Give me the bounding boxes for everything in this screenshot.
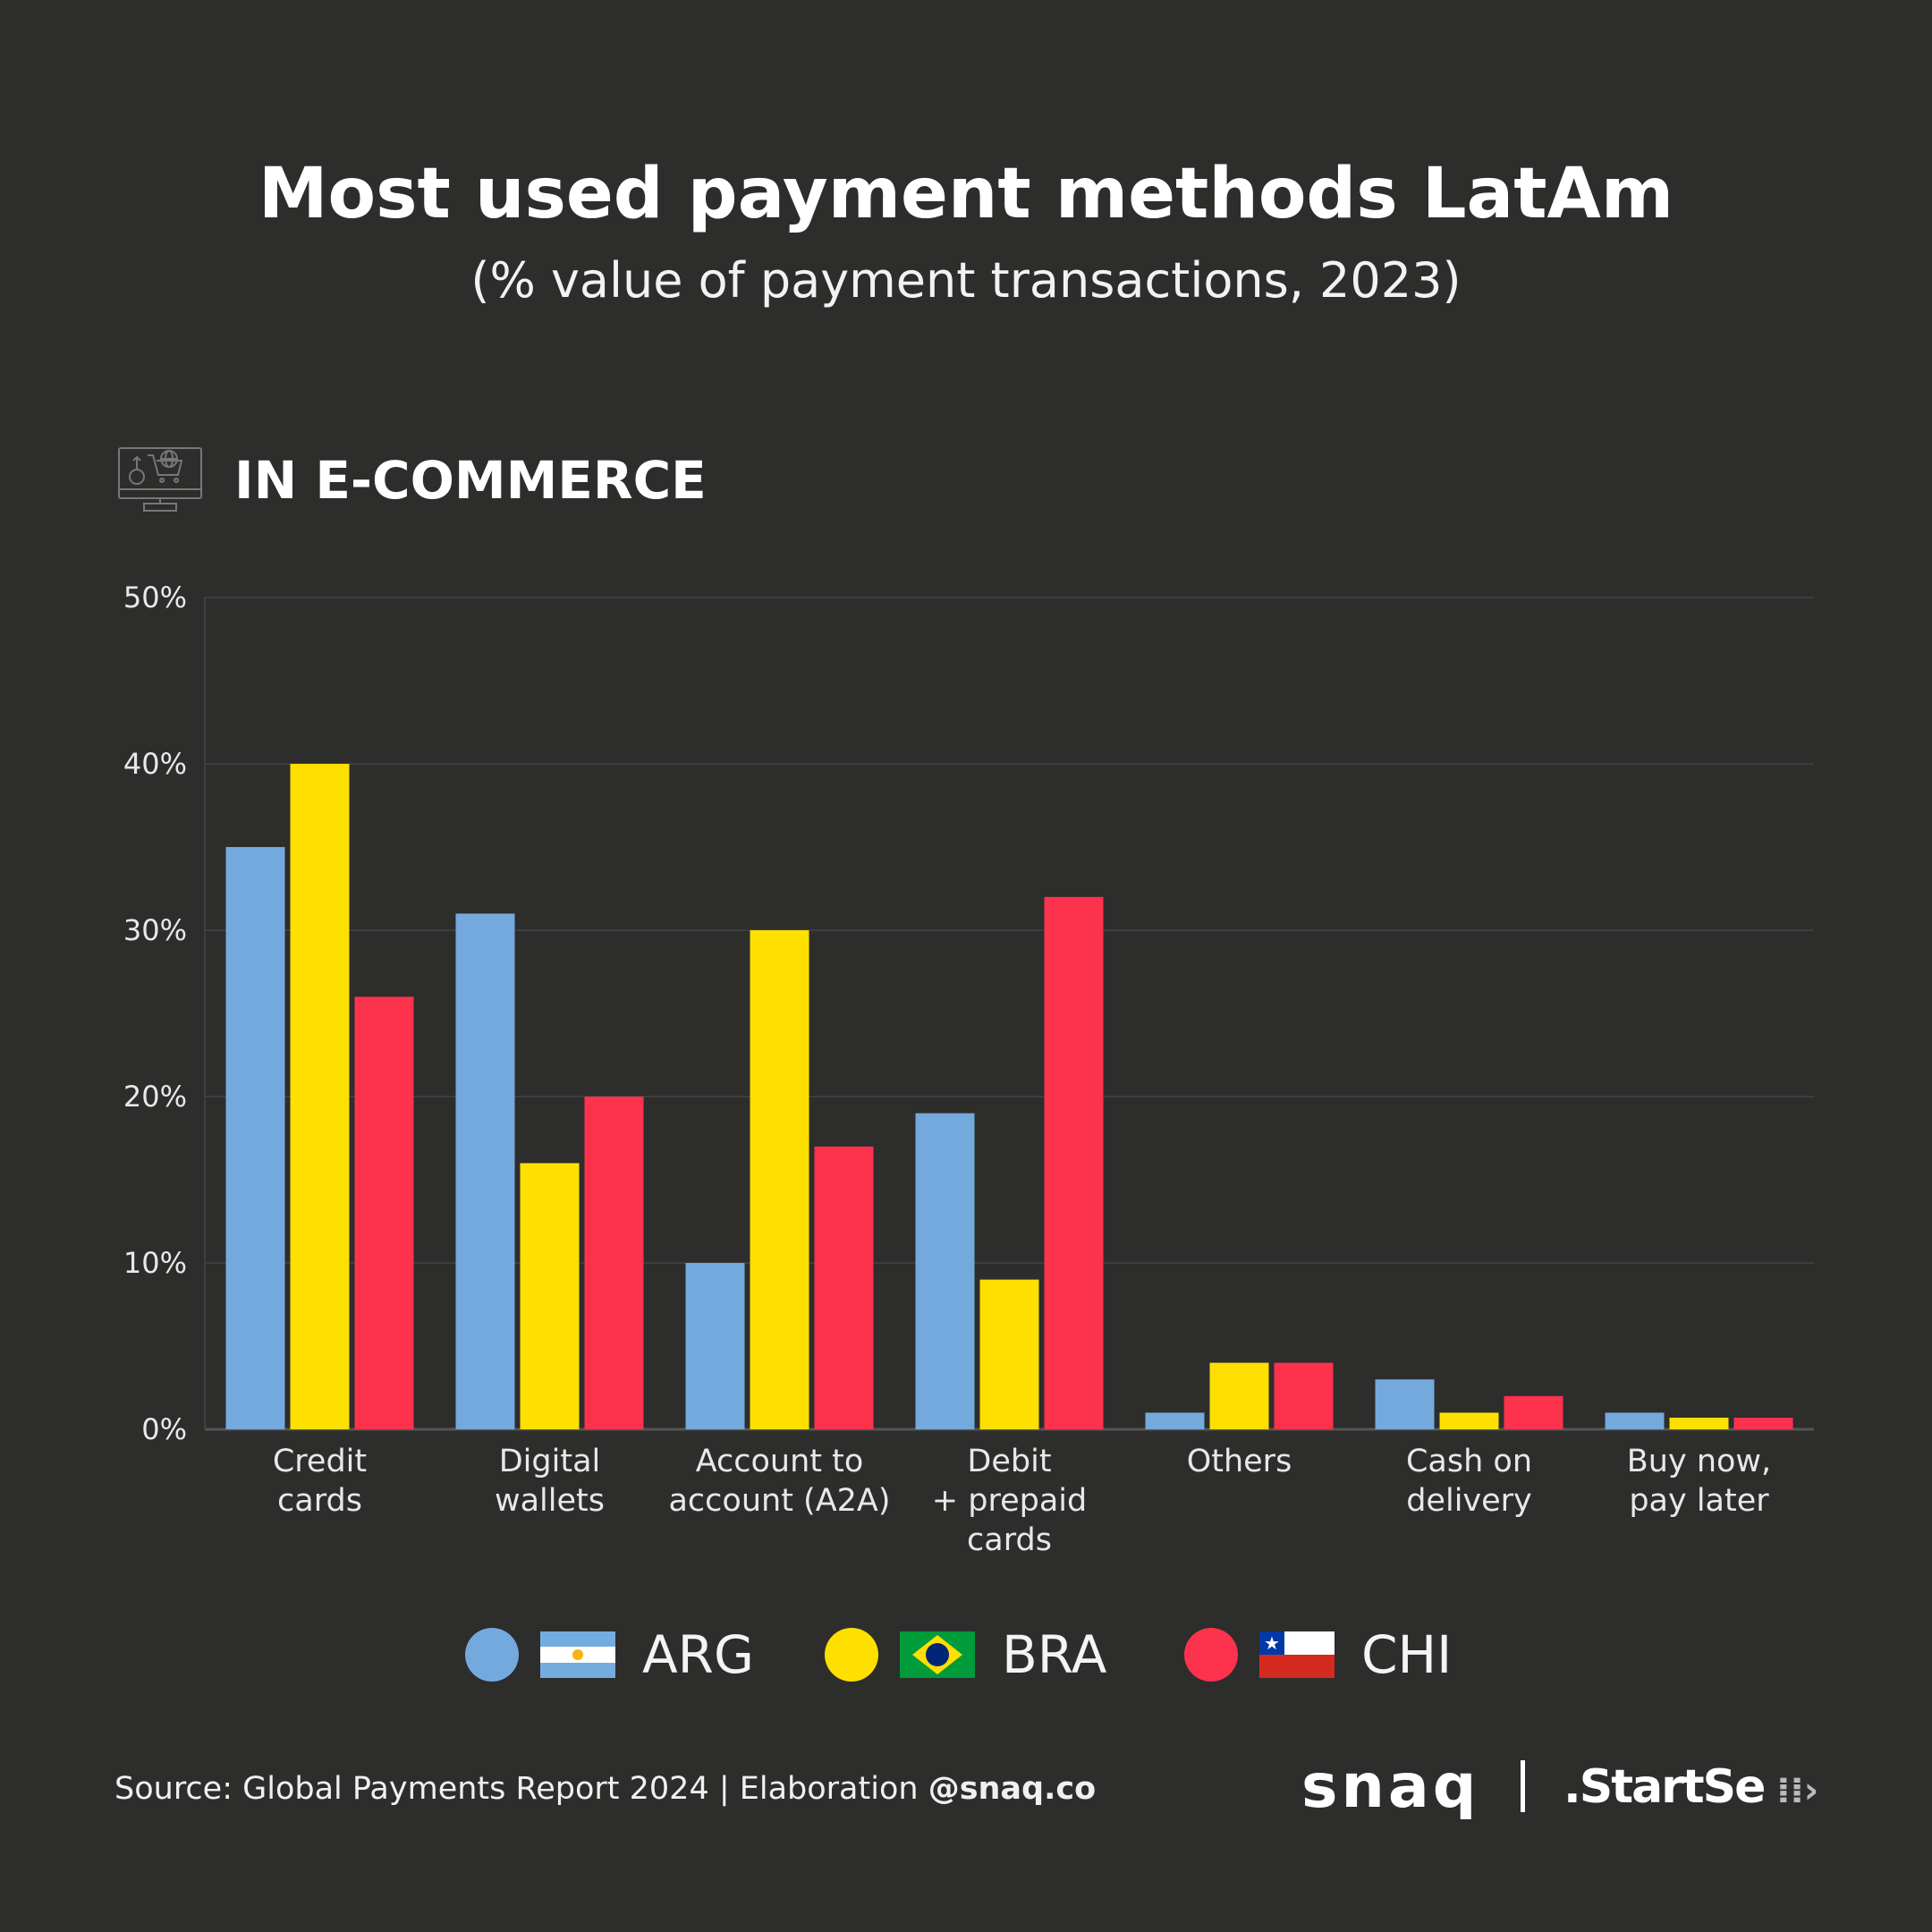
bar-chi-5 — [1504, 1395, 1563, 1429]
section-title: IN E-COMMERCE — [234, 450, 707, 511]
chart-subtitle: (% value of payment transactions, 2023) — [470, 252, 1462, 309]
legend-swatch — [465, 1628, 519, 1682]
bar-bra-1 — [520, 1163, 580, 1429]
source-note: Source: Global Payments Report 2024 | El… — [114, 1771, 1096, 1807]
x-tick-label: Account to account (A2A) — [668, 1444, 891, 1519]
x-tick-label: Digital wallets — [494, 1444, 605, 1519]
chart-title: Most used payment methods LatAm — [258, 154, 1674, 234]
ecommerce-monitor-cart-icon — [117, 446, 203, 516]
bar-bra-0 — [290, 764, 350, 1429]
bar-chi-6 — [1733, 1417, 1793, 1429]
bar-bra-5 — [1439, 1412, 1499, 1429]
legend-item-arg: ARG — [465, 1624, 754, 1685]
legend-item-chi: ★ CHI — [1184, 1624, 1453, 1685]
logo-divider — [1521, 1760, 1525, 1812]
dotted-arrow-icon: ⁞⁞› — [1764, 1770, 1819, 1811]
legend-item-bra: BRA — [825, 1624, 1107, 1685]
x-tick-label: Credit cards — [272, 1444, 368, 1519]
bar-arg-5 — [1375, 1379, 1435, 1429]
x-tick-label: Others — [1186, 1444, 1292, 1479]
argentina-flag-icon — [540, 1631, 615, 1678]
bar-chi-0 — [354, 996, 414, 1429]
source-handle: @snaq.co — [928, 1771, 1097, 1807]
bar-chi-4 — [1274, 1362, 1334, 1429]
brazil-flag-icon — [900, 1631, 975, 1678]
legend-swatch — [1184, 1628, 1238, 1682]
y-tick-label: 30% — [123, 913, 187, 947]
x-tick-label: Buy now, pay later — [1626, 1444, 1772, 1519]
source-text: Source: Global Payments Report 2024 | El… — [114, 1771, 928, 1807]
y-tick-label: 0% — [141, 1412, 187, 1446]
bar-arg-6 — [1605, 1412, 1665, 1429]
bar-bra-3 — [979, 1279, 1039, 1429]
bar-bra-2 — [750, 930, 809, 1429]
bar-arg-3 — [915, 1113, 975, 1429]
legend-label: BRA — [1002, 1624, 1107, 1685]
bar-arg-2 — [685, 1263, 745, 1429]
startse-logo-text: .StartSe — [1563, 1760, 1766, 1814]
startse-logo: .StartSe ⁞⁞› — [1563, 1760, 1818, 1814]
legend-label: ARG — [642, 1624, 754, 1685]
x-tick-label: Debit + prepaid cards — [931, 1444, 1088, 1558]
x-tick-label: Cash on delivery — [1405, 1444, 1533, 1519]
bar-bra-6 — [1669, 1417, 1729, 1429]
y-tick-label: 10% — [123, 1246, 187, 1280]
bar-bra-4 — [1209, 1362, 1269, 1429]
snaq-logo: snaq — [1301, 1751, 1480, 1822]
y-tick-label: 40% — [123, 747, 187, 781]
legend-swatch — [825, 1628, 878, 1682]
legend-label: CHI — [1361, 1624, 1453, 1685]
bar-chi-2 — [814, 1146, 874, 1429]
chile-flag-icon: ★ — [1259, 1631, 1335, 1678]
y-tick-label: 20% — [123, 1080, 187, 1114]
bar-arg-1 — [455, 913, 515, 1429]
bar-chi-3 — [1044, 896, 1104, 1429]
bar-arg-0 — [225, 847, 285, 1429]
y-tick-label: 50% — [123, 580, 187, 614]
bar-chi-1 — [584, 1097, 644, 1429]
bar-arg-4 — [1145, 1412, 1205, 1429]
